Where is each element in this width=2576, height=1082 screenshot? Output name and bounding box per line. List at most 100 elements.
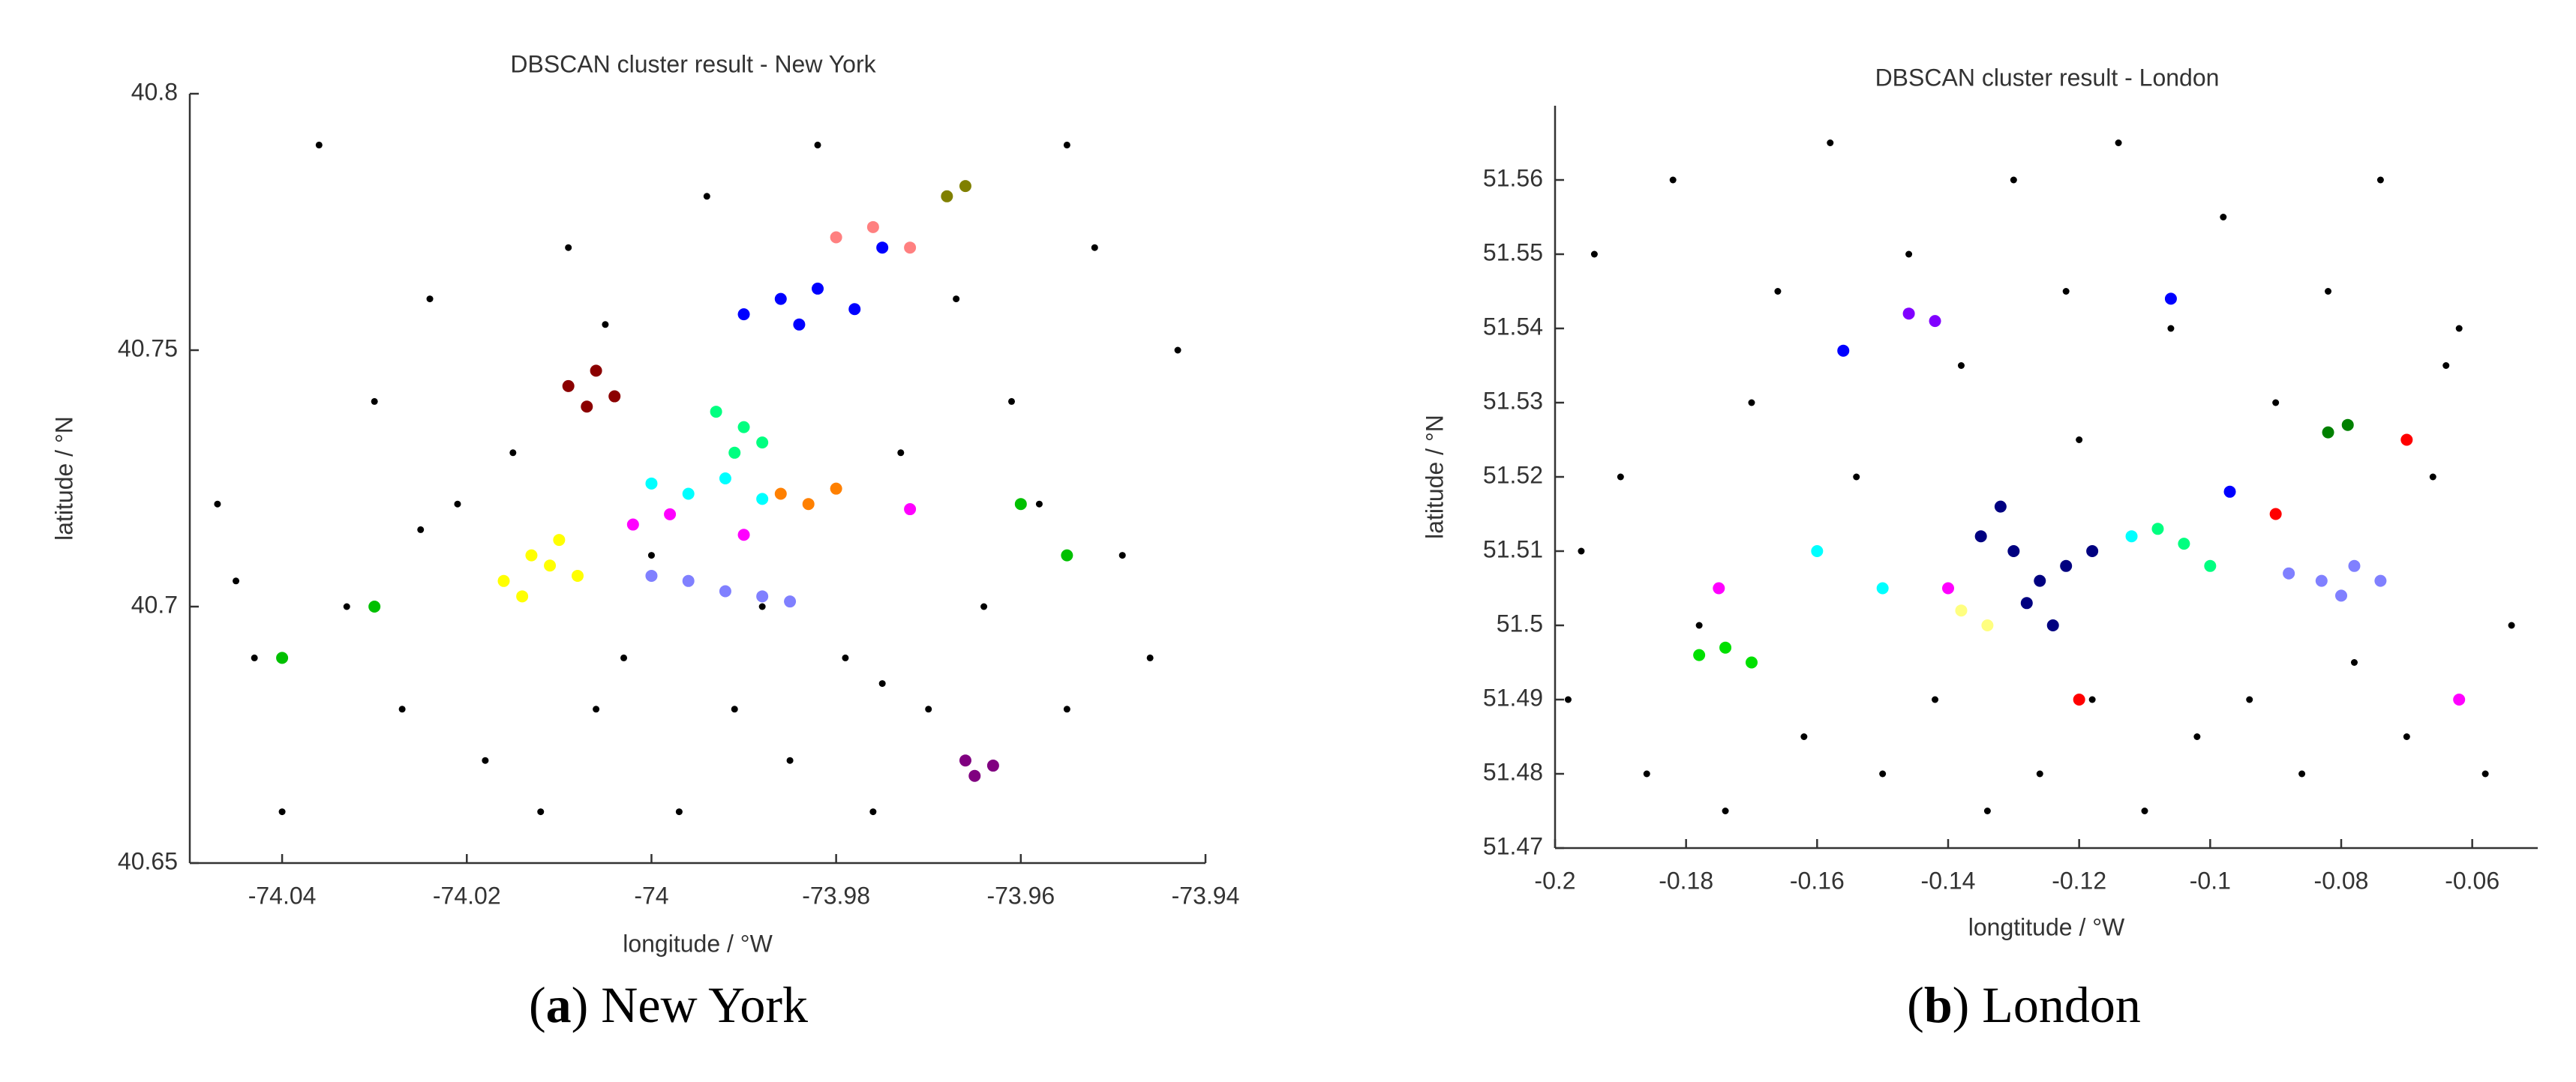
data-point <box>1693 649 1706 661</box>
data-point <box>2455 325 2463 332</box>
data-point <box>2223 485 2236 498</box>
data-point <box>1713 582 1725 595</box>
data-point <box>2350 659 2358 666</box>
data-point <box>1983 808 1991 814</box>
data-point <box>1942 582 1954 595</box>
data-point <box>1035 500 1043 508</box>
data-point <box>1837 344 1850 357</box>
data-point <box>1774 288 1782 295</box>
data-point <box>2007 545 2020 557</box>
data-point <box>2348 559 2361 572</box>
data-point <box>2400 433 2413 446</box>
data-point <box>719 585 731 598</box>
data-point <box>525 549 538 562</box>
data-point <box>756 493 769 505</box>
data-point <box>814 141 821 148</box>
data-point <box>562 379 575 392</box>
data-point <box>774 292 787 305</box>
data-point <box>812 282 824 295</box>
data-point <box>276 652 289 664</box>
data-point <box>2246 696 2253 703</box>
data-point <box>368 601 381 613</box>
y-tick-label: 51.51 <box>1483 535 1543 562</box>
data-point <box>959 754 971 767</box>
data-point <box>869 808 877 816</box>
y-tick-label: 51.52 <box>1483 461 1543 488</box>
data-point <box>2076 436 2083 443</box>
data-point <box>2453 694 2466 706</box>
data-point <box>703 193 710 200</box>
chart-title: DBSCAN cluster result - New York <box>510 50 876 77</box>
data-point <box>2204 559 2217 572</box>
data-point <box>986 760 999 772</box>
data-point <box>2325 288 2332 295</box>
data-point <box>1748 399 1755 406</box>
data-point <box>343 603 350 610</box>
x-axis-label: longtitude / °W <box>1968 913 2125 940</box>
caption-part: ) London <box>1953 976 2141 1033</box>
data-point <box>2193 733 2201 740</box>
data-point <box>2036 770 2043 778</box>
data-point <box>509 449 517 457</box>
data-point <box>1827 139 1834 146</box>
data-point <box>1722 808 1729 814</box>
y-tick-label: 40.7 <box>131 591 178 618</box>
data-point <box>904 241 917 254</box>
data-point <box>2010 176 2017 184</box>
data-point <box>980 603 988 610</box>
y-tick-label: 51.47 <box>1483 832 1543 859</box>
data-point <box>2088 696 2096 703</box>
data-point <box>278 808 286 816</box>
data-point <box>842 654 849 661</box>
data-point <box>1578 547 1585 555</box>
y-tick-label: 40.75 <box>118 334 178 361</box>
data-point <box>959 180 971 193</box>
data-point <box>2073 694 2085 706</box>
data-point <box>1902 307 1915 320</box>
caption-part: ( <box>1907 976 1924 1033</box>
data-point <box>497 574 510 587</box>
x-tick-label: -0.16 <box>1790 867 1845 894</box>
data-point <box>1063 706 1070 713</box>
x-tick-label: -0.08 <box>2314 867 2369 894</box>
y-tick-label: 51.54 <box>1483 313 1543 340</box>
data-point <box>1014 498 1027 511</box>
caption-part: a <box>546 976 572 1033</box>
data-point <box>1643 770 1650 778</box>
data-point <box>581 400 593 413</box>
data-point <box>784 595 797 608</box>
data-point <box>953 295 960 303</box>
x-tick-label: -73.98 <box>802 882 870 909</box>
data-point <box>2376 176 2384 184</box>
data-point <box>1091 244 1098 251</box>
data-point <box>645 477 658 490</box>
data-point <box>2141 808 2148 814</box>
data-point <box>2178 538 2190 550</box>
data-point <box>830 231 842 244</box>
data-point <box>1955 604 1968 617</box>
data-point <box>2403 733 2410 740</box>
data-point <box>728 446 741 459</box>
data-point <box>675 808 683 816</box>
data-point <box>516 590 529 603</box>
data-point <box>233 577 240 585</box>
data-point <box>2283 567 2295 580</box>
y-axis-label: latitude / °N <box>50 416 77 541</box>
data-point <box>2272 399 2280 406</box>
data-point <box>1146 654 1154 661</box>
y-tick-label: 51.53 <box>1483 387 1543 414</box>
data-point <box>1669 176 1677 184</box>
data-point <box>593 706 600 713</box>
data-point <box>664 508 677 520</box>
data-point <box>2220 214 2227 220</box>
y-tick-label: 51.48 <box>1483 758 1543 785</box>
data-point <box>251 654 258 661</box>
data-point <box>2442 362 2450 369</box>
data-point <box>2341 418 2354 431</box>
data-point <box>398 706 406 713</box>
chart-title: DBSCAN cluster result - London <box>1875 64 2220 91</box>
x-tick-label: -74.02 <box>433 882 501 909</box>
data-point <box>1063 141 1070 148</box>
caption-part: b <box>1924 976 1953 1033</box>
